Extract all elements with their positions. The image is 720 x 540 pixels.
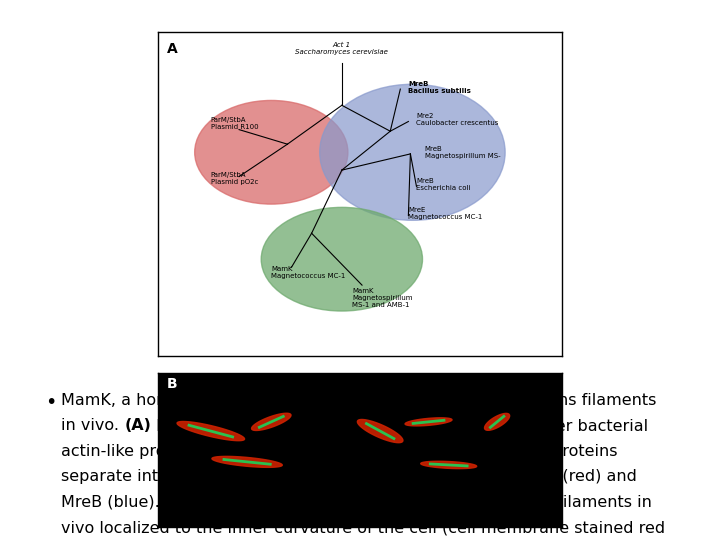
Text: A: A <box>166 42 177 56</box>
Text: Phylogenetic relationship between MamK and other bacterial: Phylogenetic relationship between MamK a… <box>151 418 648 434</box>
Text: MamK, a homolog of the bacterial actin-like protein MreB, forms filaments: MamK, a homolog of the bacterial actin-l… <box>61 393 657 408</box>
Text: vivo localized to the inner curvature of the cell (cell membrane stained red: vivo localized to the inner curvature of… <box>61 520 665 535</box>
Text: (B): (B) <box>165 495 192 510</box>
Polygon shape <box>420 461 477 469</box>
Text: MamK fused to GFP (green) appears to form filaments in: MamK fused to GFP (green) appears to for… <box>192 495 652 510</box>
Polygon shape <box>485 414 510 430</box>
Text: B: B <box>166 377 177 391</box>
Text: •: • <box>45 393 56 412</box>
Polygon shape <box>251 413 291 430</box>
Text: Act 1
Saccharomyces cerevisiae: Act 1 Saccharomyces cerevisiae <box>295 42 388 55</box>
Ellipse shape <box>194 100 348 204</box>
Polygon shape <box>212 456 282 467</box>
Polygon shape <box>405 418 452 426</box>
Text: MreB
Bacillus subtilis: MreB Bacillus subtilis <box>408 81 472 94</box>
Text: Mre2
Caulobacter crescentus: Mre2 Caulobacter crescentus <box>416 113 499 126</box>
Text: MamK
Magnetospirillum
MS-1 and AMB-1: MamK Magnetospirillum MS-1 and AMB-1 <box>352 288 413 308</box>
Ellipse shape <box>320 84 505 220</box>
Text: MreB
Escherichia coli: MreB Escherichia coli <box>416 178 471 191</box>
Text: MreB
Magnetospirillum MS-: MreB Magnetospirillum MS- <box>425 146 500 159</box>
Polygon shape <box>357 420 403 443</box>
Text: MreB (blue).: MreB (blue). <box>61 495 165 510</box>
Text: in vivo.: in vivo. <box>61 418 125 434</box>
Text: ParM/StbA
Plasmid pO2c: ParM/StbA Plasmid pO2c <box>211 172 258 185</box>
Text: actin-like proteins demonstrated by an unrooted tree. These proteins: actin-like proteins demonstrated by an u… <box>61 444 618 459</box>
Text: MreE
Magnetococcus MC-1: MreE Magnetococcus MC-1 <box>408 207 482 220</box>
Ellipse shape <box>261 207 423 311</box>
Text: ParM/StbA
Plasmid R100: ParM/StbA Plasmid R100 <box>211 117 258 130</box>
Text: MamK
Magnetococcus MC-1: MamK Magnetococcus MC-1 <box>271 266 346 279</box>
Text: separate into three distinct groups: MamK (green), ParM/StbA (red) and: separate into three distinct groups: Mam… <box>61 469 637 484</box>
Polygon shape <box>177 422 245 441</box>
Text: (A): (A) <box>125 418 151 434</box>
